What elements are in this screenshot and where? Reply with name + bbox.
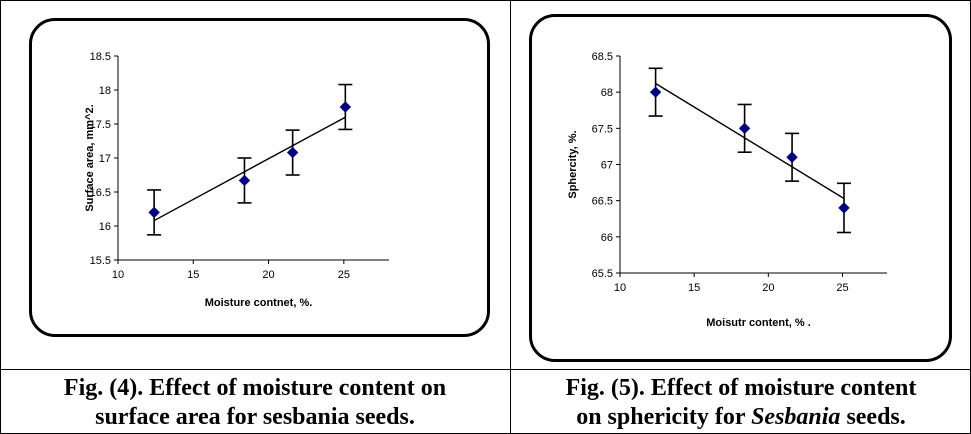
sa-data-point <box>238 174 251 187</box>
caption-fig5-line1: Fig. (5). Effect of moisture content <box>565 375 917 401</box>
caption-fig5-line2-prefix: on sphericity for <box>576 404 752 430</box>
sph-y-tick-label: 66.5 <box>592 196 613 208</box>
sa-y-tick-label: 16.5 <box>90 187 111 199</box>
sph-x-tick-label: 20 <box>762 282 774 294</box>
sa-data-point <box>339 101 352 113</box>
chart-panel-left <box>29 18 490 337</box>
sph-x-axis-label: Moisutr content, % . <box>706 317 811 329</box>
row-divider <box>0 369 971 370</box>
sph-data-point <box>649 86 662 98</box>
sa-x-tick-label: 15 <box>187 269 199 281</box>
surface-area-chart: 15.5 16 16.5 17 17.5 18 18.5 10 15 20 25 Moisture c… <box>84 51 389 309</box>
column-divider <box>510 0 511 434</box>
sa-y-axis-label: Surface area, mm^2. <box>84 104 96 211</box>
sa-x-tick-label: 20 <box>262 269 274 281</box>
sa-y-tick-label: 15.5 <box>90 255 111 267</box>
sph-y-tick-label: 68 <box>601 87 613 99</box>
caption-fig4-line1: Fig. (4). Effect of moisture content on <box>63 375 447 401</box>
caption-fig4-line2: surface area for sesbania seeds. <box>95 404 415 430</box>
sa-y-tick-label: 18.5 <box>90 51 111 63</box>
caption-fig5-line2: on sphericity for Sesbania seeds. <box>566 403 917 432</box>
sph-data-point <box>786 151 798 163</box>
sa-x-tick-label: 10 <box>112 269 124 281</box>
sa-y-tick-label: 16 <box>99 221 111 233</box>
caption-fig4: Fig. (4). Effect of moisture content on … <box>0 372 510 434</box>
sph-y-tick-label: 67.5 <box>592 123 613 135</box>
sa-y-tick-label: 17 <box>99 153 111 165</box>
sa-y-tick-label: 18 <box>99 85 111 97</box>
sa-x-tick-label: 25 <box>338 269 350 281</box>
sa-trendline <box>153 116 346 222</box>
sa-y-tick-label: 17.5 <box>90 119 111 131</box>
chart-panel-right <box>529 14 952 362</box>
sph-data-point <box>838 202 850 214</box>
sph-x-tick-label: 15 <box>688 282 700 294</box>
sa-x-axis-label: Moisture contnet, %. <box>205 297 313 309</box>
sph-y-tick-label: 67 <box>601 160 613 172</box>
caption-fig5-line2-suffix: seeds. <box>840 404 906 430</box>
sph-x-tick-label: 25 <box>836 282 848 294</box>
sph-x-tick-label: 10 <box>614 282 626 294</box>
caption-fig5-genus: Sesbania <box>751 404 841 430</box>
caption-fig5: Fig. (5). Effect of moisture content on … <box>511 372 971 434</box>
sa-data-point <box>286 146 299 159</box>
sph-y-tick-label: 68.5 <box>592 51 613 63</box>
sphericity-chart: 65.5 66 66.5 67 67.5 68 68.5 10 15 20 25 Moisutr co… <box>567 51 887 329</box>
sph-y-tick-label: 66 <box>601 232 613 244</box>
sa-data-point <box>148 206 160 219</box>
sph-y-tick-label: 65.5 <box>592 268 613 280</box>
sph-trendline <box>655 82 845 200</box>
sph-data-point <box>738 122 751 135</box>
sph-y-axis-label: Sphercity, %. <box>567 130 579 198</box>
